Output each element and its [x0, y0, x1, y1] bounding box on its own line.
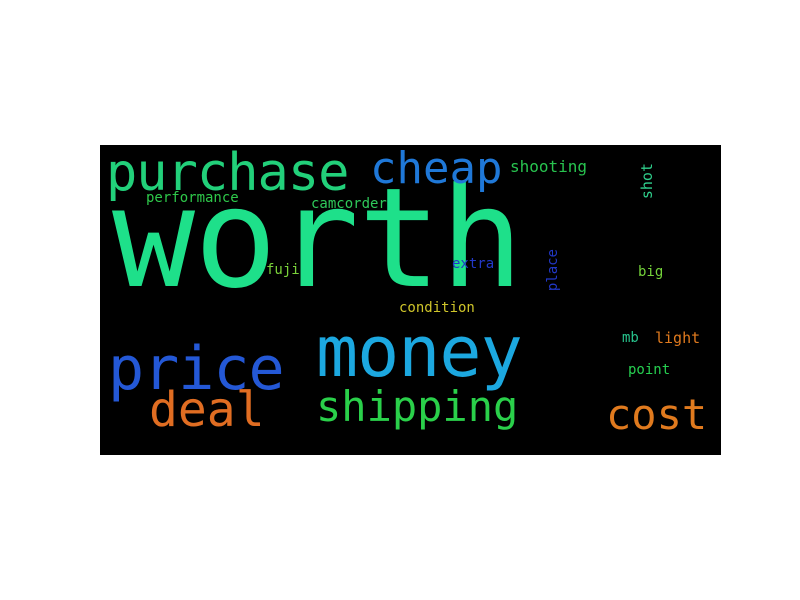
word-shot: shot: [638, 163, 656, 200]
word-light: light: [655, 329, 701, 347]
word-place: place: [545, 249, 561, 292]
word-money: money: [316, 311, 523, 393]
word-fuji: fuji: [266, 262, 300, 278]
word-extra: extra: [452, 256, 495, 272]
word-big: big: [638, 264, 664, 280]
word-worth: worth: [112, 158, 523, 319]
word-mb: mb: [622, 330, 639, 346]
word-cheap: cheap: [370, 145, 503, 194]
word-point: point: [628, 362, 671, 378]
word-cost: cost: [606, 390, 708, 439]
word-performance: performance: [146, 190, 239, 206]
word-cloud: worth purchase cheap shooting performanc…: [100, 145, 721, 455]
word-deal: deal: [149, 382, 265, 438]
word-camcorder: camcorder: [311, 196, 387, 212]
word-shooting: shooting: [510, 157, 588, 176]
word-purchase: purchase: [106, 145, 349, 203]
word-condition: condition: [399, 300, 475, 316]
word-price: price: [108, 334, 285, 404]
word-shipping: shipping: [316, 382, 519, 431]
